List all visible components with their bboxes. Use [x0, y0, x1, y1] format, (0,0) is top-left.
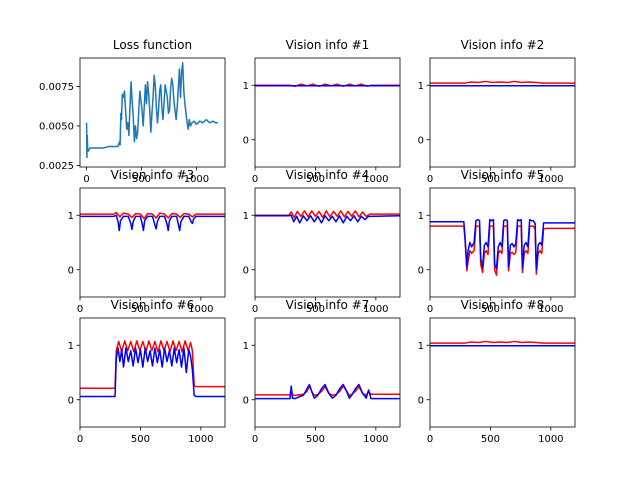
subplot-3: 0 500 1000 0 1 Vision info #3 [68, 168, 226, 315]
x-tick-label: 1000 [363, 434, 388, 445]
subplot-1: 0 500 1000 0 1 Vision info #1 [243, 38, 401, 185]
series-line-0 [80, 340, 225, 390]
x-tick-label: 0 [252, 174, 258, 185]
y-tick-label: 1 [418, 341, 424, 352]
subplot-8: 0 500 1000 0 1 Vision info #8 [418, 298, 576, 445]
subplot-6: 0 500 1000 0 1 Vision info #6 [68, 298, 226, 445]
x-tick-label: 1000 [184, 174, 209, 185]
subplot-title: Vision info #4 [286, 168, 370, 182]
subplot-2: 0 500 1000 0 1 Vision info #2 [418, 38, 576, 185]
series-line-1 [80, 214, 225, 232]
y-tick-label: 1 [68, 211, 74, 222]
axes-frame [79, 317, 226, 428]
axes-frame [79, 57, 226, 168]
x-tick-label: 500 [306, 304, 325, 315]
series-line-0 [85, 61, 218, 159]
x-tick-label: 1000 [538, 304, 563, 315]
x-tick-label: 0 [252, 434, 258, 445]
x-tick-label: 0 [427, 174, 433, 185]
subplot-title: Loss function [113, 38, 192, 52]
subplot-title: Vision info #8 [461, 298, 545, 312]
y-tick-label: 1 [243, 81, 249, 92]
x-tick-label: 1000 [363, 304, 388, 315]
x-tick-label: 500 [131, 434, 150, 445]
x-tick-label: 500 [132, 174, 151, 185]
subplot-0: 0 500 1000 0.0025 0.0050 0.0075 Loss function [39, 38, 226, 185]
axes-frame [429, 187, 576, 298]
axes-frame [79, 187, 226, 298]
axes-frame [254, 317, 401, 428]
x-tick-label: 500 [481, 434, 500, 445]
axes-frame [254, 57, 401, 168]
y-tick-label: 0 [418, 395, 424, 406]
axes-frame [429, 57, 576, 168]
subplot-title: Vision info #1 [286, 38, 370, 52]
subplot-5: 0 500 1000 0 1 Vision info #5 [418, 168, 576, 315]
series-line-1 [430, 218, 575, 271]
y-tick-label: 1 [243, 341, 249, 352]
subplot-4: 0 500 1000 0 1 Vision info #4 [243, 168, 401, 315]
x-tick-label: 500 [306, 434, 325, 445]
x-tick-label: 1000 [188, 304, 213, 315]
x-tick-label: 0 [77, 434, 83, 445]
series-line-1 [80, 347, 225, 398]
y-tick-label: 0 [243, 135, 249, 146]
subplot-title: Vision info #5 [461, 168, 545, 182]
x-tick-label: 500 [306, 174, 325, 185]
series-line-0 [430, 340, 575, 344]
x-tick-label: 500 [131, 304, 150, 315]
y-tick-label: 1 [68, 341, 74, 352]
y-tick-label: 0 [418, 135, 424, 146]
series-line-0 [430, 80, 575, 84]
series-line-0 [80, 211, 225, 220]
x-tick-label: 1000 [538, 174, 563, 185]
y-tick-label: 0 [243, 395, 249, 406]
series-line-0 [255, 210, 400, 219]
y-tick-label: 1 [418, 211, 424, 222]
y-tick-label: 0.0075 [39, 82, 74, 93]
x-tick-label: 0 [83, 174, 89, 185]
y-tick-label: 0 [243, 265, 249, 276]
subplot-title: Vision info #2 [461, 38, 545, 52]
axes-frame [429, 317, 576, 428]
x-tick-label: 500 [481, 174, 500, 185]
x-tick-label: 0 [252, 304, 258, 315]
y-tick-label: 0 [418, 265, 424, 276]
x-tick-label: 0 [427, 434, 433, 445]
y-tick-label: 1 [243, 211, 249, 222]
series-line-0 [430, 225, 575, 276]
y-tick-label: 0.0025 [39, 161, 74, 172]
y-tick-label: 0.0050 [39, 121, 74, 132]
x-tick-label: 1000 [188, 434, 213, 445]
x-tick-label: 0 [427, 304, 433, 315]
subplot-title: Vision info #6 [111, 298, 195, 312]
y-tick-label: 0 [68, 265, 74, 276]
series-line-1 [255, 214, 400, 224]
x-tick-label: 500 [481, 304, 500, 315]
subplot-title: Vision info #7 [286, 298, 370, 312]
y-tick-label: 1 [418, 81, 424, 92]
axes-frame [254, 187, 401, 298]
x-tick-label: 1000 [538, 434, 563, 445]
subplot-title: Vision info #3 [111, 168, 195, 182]
y-tick-label: 0 [68, 395, 74, 406]
subplot-7: 0 500 1000 0 1 Vision info #7 [243, 298, 401, 445]
x-tick-label: 1000 [363, 174, 388, 185]
series-line-1 [255, 383, 400, 400]
x-tick-label: 0 [77, 304, 83, 315]
